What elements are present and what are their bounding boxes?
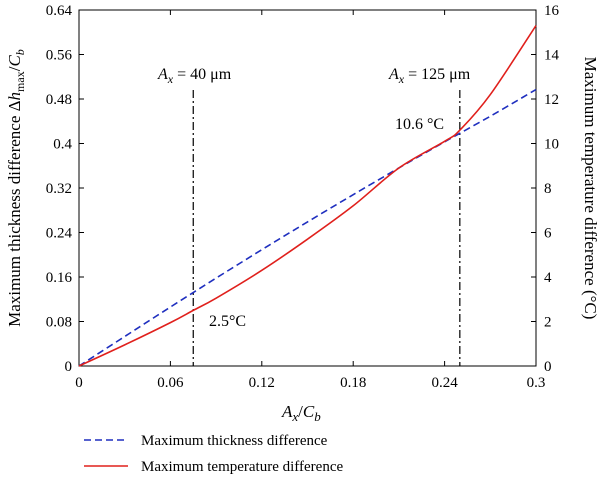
vline-label-40: Ax = 40 μm	[157, 66, 232, 86]
y-right-tick-label: 8	[544, 181, 552, 197]
legend-label-temperature: Maximum temperature difference	[141, 459, 343, 475]
y-left-tick-label: 0.4	[53, 137, 72, 153]
x-tick-label: 0.06	[157, 375, 184, 391]
vline-label-125: Ax = 125 μm	[388, 66, 471, 86]
series-lines	[78, 25, 537, 367]
ticks	[78, 9, 537, 367]
y-right-tick-label: 2	[544, 315, 552, 331]
plot-frame	[78, 9, 537, 367]
x-tick-label: 0.24	[431, 375, 458, 391]
legend: Maximum thickness difference Maximum tem…	[84, 433, 343, 475]
y-left-tick-label: 0.64	[46, 3, 73, 19]
y-right-tick-label: 4	[544, 270, 552, 286]
y-left-tick-label: 0.24	[46, 226, 73, 242]
y-right-axis-title: Maximum temperature difference (°C)	[581, 57, 600, 320]
y-right-tick-label: 0	[544, 359, 552, 375]
tick-labels: 0 0.06 0.12 0.18 0.24 0.300.080.160.240.320.4…	[46, 3, 560, 391]
y-left-tick-label: 0.16	[46, 270, 73, 286]
annotation-10-6c: 10.6 °C	[395, 116, 444, 133]
y-left-tick-label: 0	[65, 359, 73, 375]
y-left-axis-title: Maximum thickness difference Δhmax/Cb	[5, 49, 27, 327]
x-tick-label: 0.3	[527, 375, 546, 391]
y-left-tick-label: 0.48	[46, 92, 72, 108]
y-right-tick-label: 14	[544, 48, 560, 64]
y-right-tick-label: 6	[544, 226, 552, 242]
series-line-temperature	[78, 25, 537, 367]
y-right-tick-label: 16	[544, 3, 560, 19]
x-tick-label: 0.12	[249, 375, 275, 391]
legend-label-thickness: Maximum thickness difference	[141, 433, 328, 449]
x-axis-title: Ax/Cb	[281, 402, 321, 424]
y-left-tick-label: 0.08	[46, 315, 72, 331]
annotation-2-5c: 2.5°C	[209, 313, 246, 330]
y-left-tick-label: 0.32	[46, 181, 72, 197]
y-right-tick-label: 12	[544, 92, 559, 108]
series-line-thickness	[78, 88, 537, 367]
y-left-tick-label: 0.56	[46, 48, 73, 64]
x-tick-label: 0	[75, 375, 83, 391]
vertical-markers	[192, 90, 461, 366]
x-tick-label: 0.18	[340, 375, 366, 391]
y-right-tick-label: 10	[544, 137, 559, 153]
